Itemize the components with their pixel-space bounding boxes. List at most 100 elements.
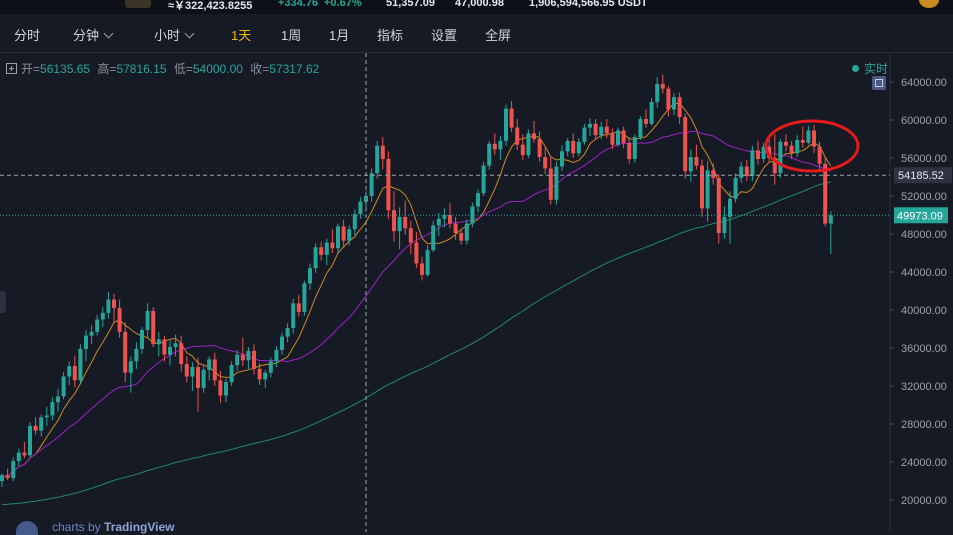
- candle-body: [95, 319, 100, 332]
- candle-body: [313, 247, 318, 269]
- candle-body: [16, 452, 21, 462]
- ticker-volume: 1,906,594,566.95 USDT: [529, 0, 648, 9]
- candle-body: [330, 242, 335, 249]
- watermark-brand: TradingView: [104, 520, 175, 534]
- candle-body: [436, 218, 441, 226]
- candle-body: [274, 349, 279, 362]
- candle-body: [722, 216, 727, 234]
- candle-body: [532, 133, 536, 139]
- candle-body: [828, 215, 833, 224]
- candle-body: [823, 163, 828, 224]
- candle-body: [39, 417, 44, 431]
- interval-1d[interactable]: 1天: [231, 28, 252, 43]
- candle-body: [800, 139, 805, 143]
- candle-body: [100, 312, 105, 320]
- interval-minute-dropdown[interactable]: 分钟: [73, 25, 114, 44]
- candle-body: [515, 127, 520, 145]
- interval-timeline[interactable]: 分时: [14, 28, 41, 43]
- realtime-label: 实时: [864, 62, 889, 76]
- candle-body: [733, 177, 738, 199]
- close-label: 收=: [250, 62, 270, 76]
- y-tick-label: 28000.00: [901, 419, 947, 431]
- candle-body: [520, 144, 525, 156]
- fullscreen-button[interactable]: 全屏: [485, 28, 512, 43]
- candle-body: [565, 140, 570, 152]
- candle-body: [761, 146, 766, 159]
- ticker-low: 47,000.98: [455, 0, 504, 9]
- candle-body: [229, 365, 234, 383]
- candle-body: [744, 166, 749, 177]
- candle-body: [50, 402, 55, 416]
- tradingview-watermark[interactable]: charts by TradingView: [52, 520, 175, 534]
- candle-body: [716, 177, 721, 234]
- candle-body: [739, 166, 744, 178]
- candle-body: [464, 223, 469, 241]
- interval-1m[interactable]: 1月: [329, 28, 350, 43]
- candle-body: [285, 328, 290, 337]
- candle-body: [168, 347, 172, 355]
- candle-body: [302, 283, 307, 312]
- candle-body: [638, 119, 643, 138]
- ticker-change-pct: +0.67%: [324, 0, 362, 9]
- candle-body: [728, 198, 732, 217]
- candle-body: [179, 343, 184, 365]
- candle-body: [604, 126, 609, 134]
- autoscale-icon[interactable]: [872, 76, 886, 90]
- candle-body: [224, 382, 228, 396]
- candle-body: [588, 123, 592, 128]
- candle-body: [117, 308, 122, 332]
- y-tick-label: 60000.00: [901, 115, 947, 127]
- y-tick-label: 56000.00: [901, 153, 947, 165]
- candle-body: [414, 242, 419, 264]
- candle-body: [498, 140, 503, 150]
- candle-body: [11, 461, 16, 479]
- expand-legend-icon[interactable]: [6, 63, 17, 74]
- close-value: 57317.62: [269, 62, 320, 76]
- open-label: 开=: [21, 62, 41, 76]
- candle-body: [644, 119, 648, 124]
- candle-body: [571, 140, 576, 154]
- annotation-ellipse: [764, 119, 860, 173]
- candle-body: [72, 366, 77, 381]
- candle-body: [263, 372, 268, 380]
- candle-body: [173, 343, 178, 348]
- y-tick-label: 36000.00: [901, 343, 947, 355]
- candle-body: [268, 361, 273, 373]
- candle-body: [616, 130, 620, 145]
- high-value: 57816.15: [116, 62, 167, 76]
- realtime-indicator[interactable]: 实时: [852, 60, 888, 77]
- candle-body: [677, 97, 682, 118]
- candle-body: [347, 229, 352, 241]
- candle-body: [700, 165, 704, 209]
- candle-body: [504, 108, 508, 141]
- settings-button[interactable]: 设置: [431, 28, 458, 43]
- candle-body: [705, 170, 710, 209]
- last-price-label: 49973.09: [897, 210, 943, 222]
- coin-icon[interactable]: [919, 0, 939, 8]
- crosshair-price-tag: [894, 167, 952, 184]
- ma-7-line: [1, 102, 832, 478]
- drawing-panel-handle[interactable]: [0, 291, 6, 313]
- candle-body: [112, 299, 116, 309]
- candle-body: [459, 233, 464, 241]
- candle-body: [548, 168, 553, 200]
- candle-body: [184, 364, 189, 377]
- candle-body: [789, 145, 794, 154]
- candle-body: [683, 117, 688, 172]
- candle-body: [22, 452, 27, 456]
- candle-body: [151, 310, 156, 345]
- crosshair-price-label: 54185.52: [898, 170, 944, 182]
- candle-body: [128, 361, 133, 373]
- candle-body: [61, 376, 66, 397]
- candle-body: [56, 396, 60, 403]
- candle-body: [246, 350, 251, 361]
- candle-body: [319, 247, 324, 255]
- interval-1w[interactable]: 1周: [281, 28, 302, 43]
- candle-body: [817, 146, 822, 164]
- candle-body: [190, 367, 195, 377]
- candle-body: [806, 130, 811, 143]
- indicators-button[interactable]: 指标: [377, 28, 404, 43]
- candle-body: [772, 158, 777, 174]
- interval-hour-dropdown[interactable]: 小时: [154, 25, 195, 44]
